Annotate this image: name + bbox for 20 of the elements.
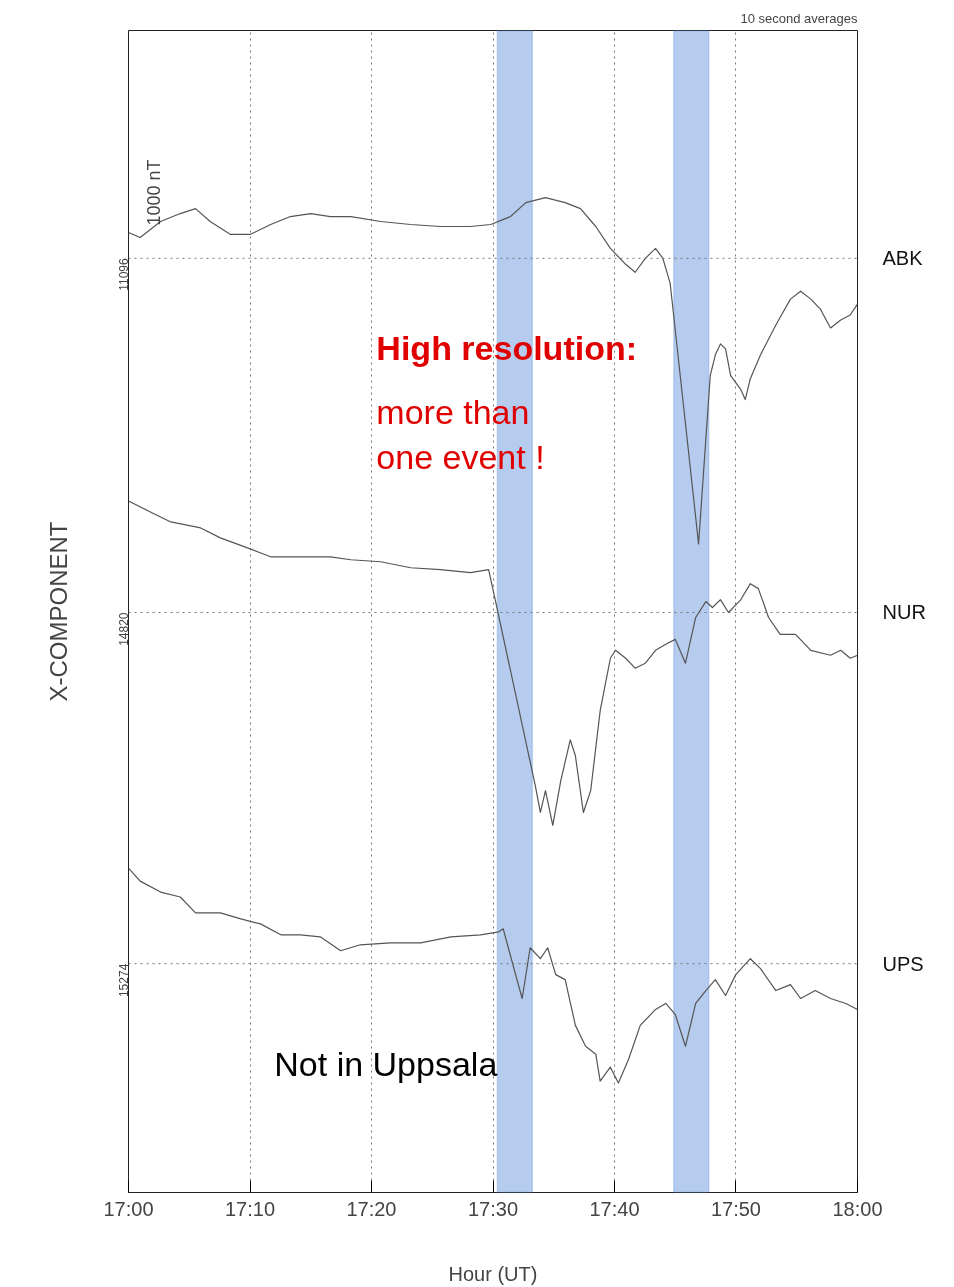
x-tick-label: 17:50 (710, 1197, 762, 1220)
y-axis-title: X-COMPONENT (44, 521, 72, 702)
x-tick-label: 17:30 (467, 1197, 519, 1220)
x-tick-label: 17:20 (346, 1197, 397, 1220)
annotation: 15274 (117, 963, 131, 998)
annotation: Not in Uppsala (274, 1045, 498, 1084)
x-tick-label: 18:00 (832, 1197, 883, 1220)
x-tick-label: 17:10 (225, 1197, 276, 1220)
annotation: more than one event ! (376, 392, 545, 477)
text: UPS (882, 952, 924, 975)
annotation: 11096 (117, 258, 131, 291)
x-tick-label: 17:40 (589, 1197, 640, 1220)
x-axis-title: Hour (UT) (448, 1262, 538, 1285)
text: ABK (882, 247, 924, 270)
annotation: 14820 (117, 612, 131, 646)
annotation: 1000 nT (143, 159, 164, 226)
text: 10 second averages (740, 10, 858, 26)
annotation: High resolution: (376, 328, 638, 367)
x-tick-label: 17:00 (103, 1197, 154, 1220)
text: NUR (882, 601, 926, 624)
